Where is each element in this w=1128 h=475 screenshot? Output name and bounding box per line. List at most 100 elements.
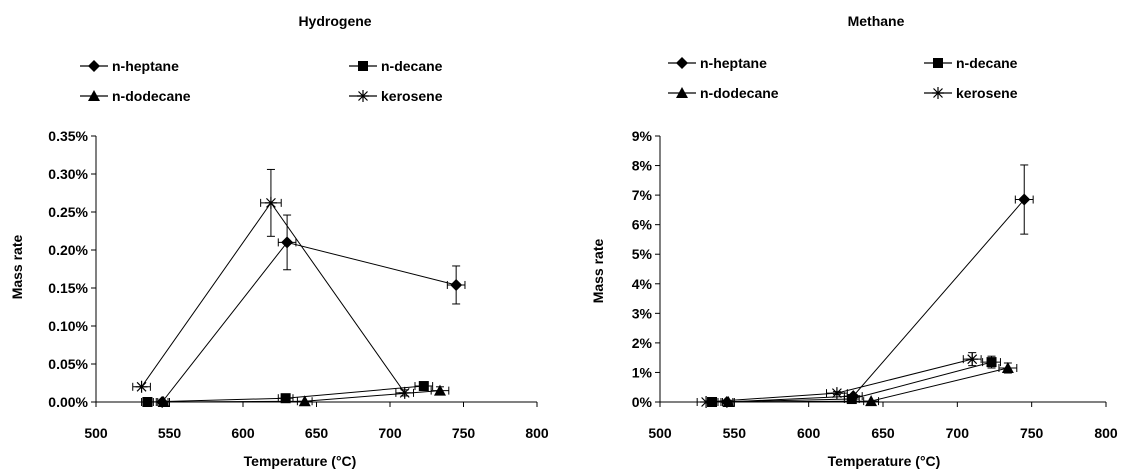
- marker-triangle: [298, 395, 311, 407]
- chart-title: Methane: [848, 13, 905, 29]
- x-tick-label: 550: [158, 425, 182, 441]
- data-point: [982, 355, 1001, 369]
- series-kerosene: [132, 168, 415, 399]
- marker-square: [933, 58, 943, 68]
- data-point: [863, 395, 880, 407]
- y-tick-label: 5%: [632, 246, 653, 262]
- y-tick-label: 1%: [632, 364, 653, 380]
- marker-triangle: [722, 396, 735, 407]
- legend-marker-square: [924, 58, 952, 68]
- y-tick-label: 0.00%: [48, 394, 88, 410]
- x-axis-label: Temperature (°C): [828, 453, 941, 469]
- marker-triangle: [1001, 362, 1014, 374]
- data-point: [260, 168, 282, 237]
- chart-panel-methane: Methane n-heptane n-decane n-dodecane ke…: [590, 13, 1118, 469]
- data-point: [296, 395, 313, 407]
- marker-star: [398, 386, 411, 399]
- data-point: [132, 380, 151, 393]
- series-n-decane: [141, 381, 434, 407]
- data-point: [277, 214, 297, 271]
- y-tick-label: 0.30%: [48, 166, 88, 182]
- marker-star: [264, 196, 277, 209]
- series-line: [141, 202, 406, 394]
- marker-star: [357, 90, 369, 102]
- y-tick-label: 4%: [632, 276, 653, 292]
- legend-item-n-dodecane: n-dodecane: [80, 88, 191, 104]
- legend-label: n-heptane: [700, 55, 767, 71]
- legend-label: n-dodecane: [112, 88, 191, 104]
- y-tick-label: 0.10%: [48, 318, 88, 334]
- data-point: [696, 396, 716, 408]
- data-point: [141, 397, 154, 407]
- y-tick-label: 8%: [632, 158, 653, 174]
- y-tick-label: 0.15%: [48, 280, 88, 296]
- legend: n-heptane n-decane n-dodecane kerosene: [668, 55, 1018, 101]
- legend-item-n-heptane: n-heptane: [668, 55, 767, 71]
- y-axis-label: Mass rate: [9, 234, 25, 299]
- plot-area: 0.00% 0.05% 0.10% 0.15% 0.20% 0.25% 0.30% 0.35%…: [48, 128, 549, 441]
- series-line: [726, 199, 1025, 403]
- legend-label: kerosene: [381, 88, 443, 104]
- legend-item-n-heptane: n-heptane: [80, 58, 179, 74]
- y-tick-label: 0.25%: [48, 204, 88, 220]
- data-point: [446, 265, 466, 305]
- marker-triangle: [676, 87, 688, 98]
- x-tick-label: 700: [946, 425, 970, 441]
- legend-label: n-decane: [956, 55, 1018, 71]
- marker-diamond: [676, 57, 688, 69]
- marker-star: [830, 387, 843, 400]
- x-tick-label: 800: [1094, 425, 1118, 441]
- y-tick-label: 0.20%: [48, 242, 88, 258]
- marker-triangle: [865, 395, 878, 407]
- legend-label: n-decane: [381, 58, 443, 74]
- chart-panel-hydrogene: Hydrogene n-heptane n-decane n-dodecane …: [9, 13, 549, 469]
- legend-item-kerosene: kerosene: [349, 88, 443, 104]
- legend-marker-diamond: [80, 60, 108, 72]
- marker-square: [280, 393, 291, 404]
- x-tick-label: 650: [305, 425, 329, 441]
- legend-marker-triangle: [80, 90, 108, 101]
- x-tick-label: 750: [1020, 425, 1044, 441]
- marker-triangle: [433, 384, 446, 396]
- marker-square: [986, 357, 997, 368]
- x-tick-label: 600: [797, 425, 821, 441]
- x-tick-label: 550: [723, 425, 747, 441]
- legend-marker-star: [349, 90, 377, 102]
- y-axis-label: Mass rate: [590, 238, 606, 303]
- marker-star: [966, 353, 979, 366]
- data-point: [1014, 164, 1034, 235]
- x-tick-label: 750: [452, 425, 476, 441]
- legend: n-heptane n-decane n-dodecane kerosene: [80, 58, 443, 104]
- x-tick-label: 600: [231, 425, 255, 441]
- marker-diamond: [281, 236, 294, 249]
- legend-item-kerosene: kerosene: [924, 85, 1018, 101]
- legend-item-n-dodecane: n-dodecane: [668, 85, 779, 101]
- series-kerosene: [696, 352, 982, 408]
- y-tick-label: 0.35%: [48, 128, 88, 144]
- marker-square: [142, 397, 153, 407]
- legend-item-n-decane: n-decane: [349, 58, 443, 74]
- data-point: [998, 362, 1018, 374]
- legend-marker-triangle: [668, 87, 696, 98]
- data-point: [430, 384, 450, 396]
- y-tick-label: 0.05%: [48, 356, 88, 372]
- y-tick-label: 3%: [632, 305, 653, 321]
- chart-title: Hydrogene: [298, 13, 371, 29]
- y-tick-label: 0%: [632, 394, 653, 410]
- legend-marker-star: [924, 87, 952, 99]
- legend-label: n-dodecane: [700, 85, 779, 101]
- x-tick-label: 650: [871, 425, 895, 441]
- series-n-heptane: [155, 214, 466, 408]
- y-tick-label: 7%: [632, 187, 653, 203]
- series-n-dodecane: [721, 362, 1018, 407]
- marker-star: [932, 87, 944, 99]
- marker-triangle: [157, 396, 170, 407]
- x-tick-label: 700: [378, 425, 402, 441]
- legend-item-n-decane: n-decane: [924, 55, 1018, 71]
- marker-diamond: [1018, 193, 1031, 206]
- series-line: [161, 241, 457, 403]
- x-tick-label: 500: [84, 425, 108, 441]
- data-point: [395, 386, 415, 399]
